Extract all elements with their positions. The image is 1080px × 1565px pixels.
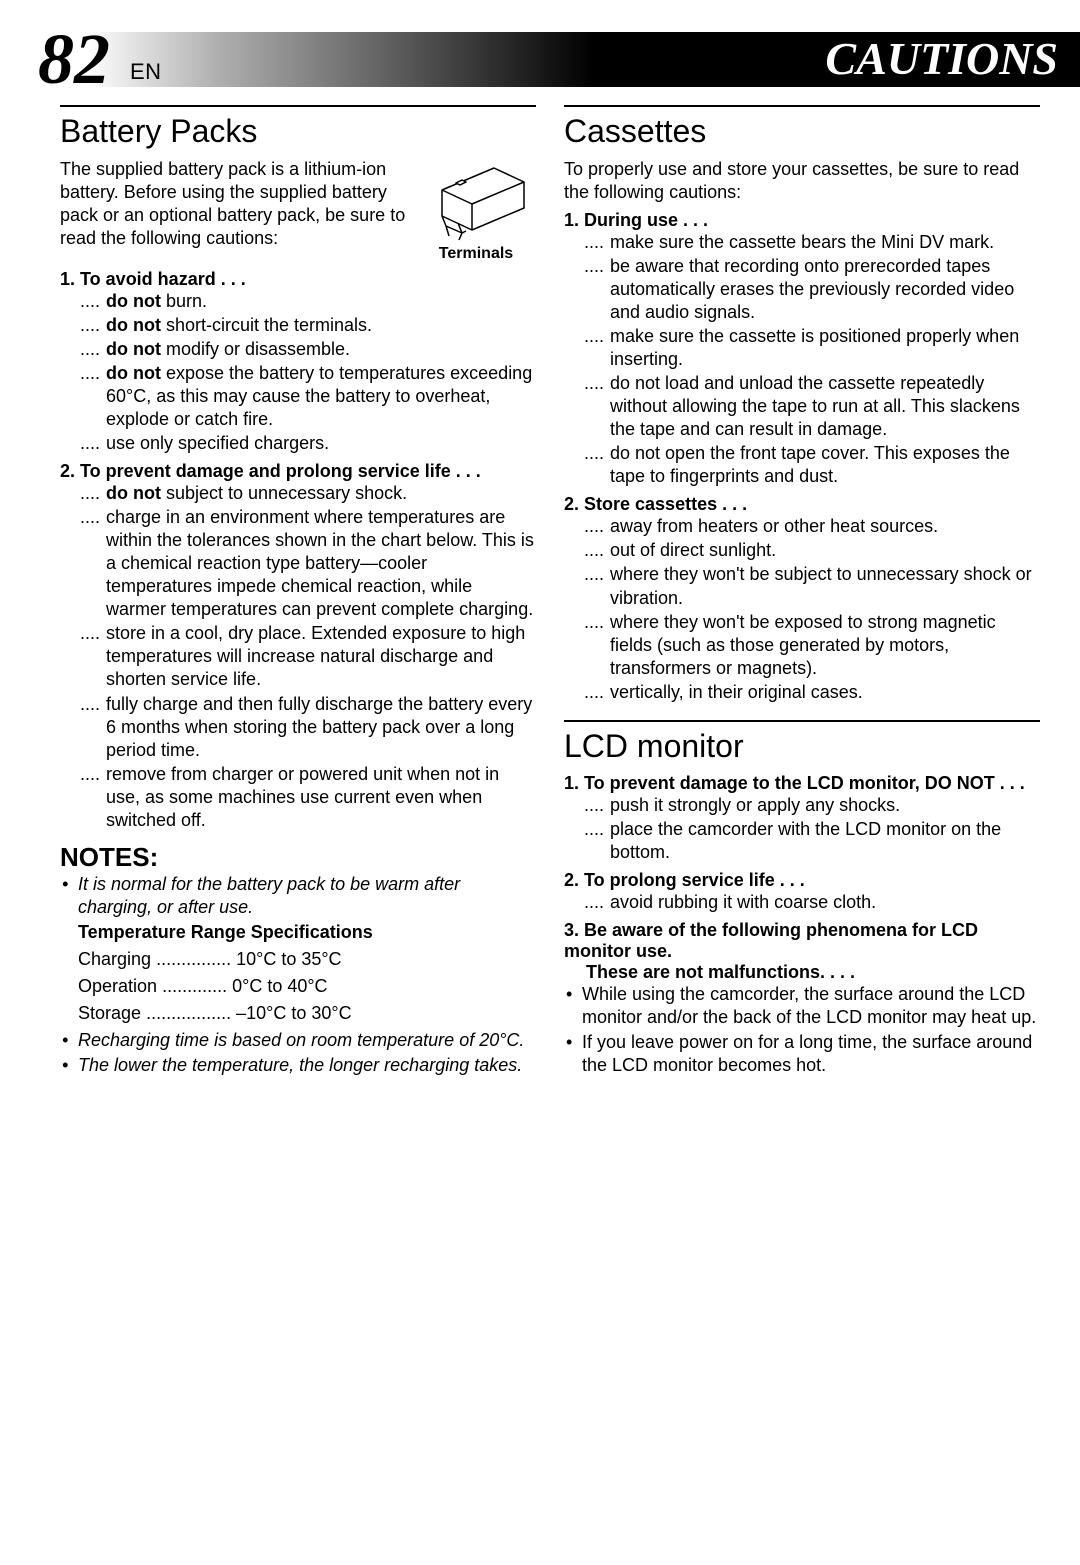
list-item: make sure the cassette is positioned pro… [586, 325, 1040, 371]
page-lang: EN [130, 59, 162, 85]
note-item: It is normal for the battery pack to be … [60, 873, 536, 919]
lcd-sec1-list: push it strongly or apply any shocks.pla… [586, 794, 1040, 864]
list-item: charge in an environment where temperatu… [82, 506, 536, 621]
battery-sec1-list: do not burn.do not short-circuit the ter… [82, 290, 536, 455]
temp-operation: Operation ............. 0°C to 40°C [78, 975, 536, 998]
list-item: do not subject to unnecessary shock. [82, 482, 536, 505]
right-column: Cassettes To properly use and store your… [564, 97, 1040, 1079]
list-item: do not open the front tape cover. This e… [586, 442, 1040, 488]
page-header: 82 EN CAUTIONS [0, 32, 1080, 87]
notes-heading: NOTES: [60, 842, 536, 873]
battery-caption: Terminals [439, 245, 513, 262]
notes-list: It is normal for the battery pack to be … [60, 873, 536, 919]
battery-figure: Terminals [416, 158, 536, 263]
list-item: push it strongly or apply any shocks. [586, 794, 1040, 817]
list-item: fully charge and then fully discharge th… [82, 693, 536, 762]
divider [60, 105, 536, 107]
list-item: use only specified chargers. [82, 432, 536, 455]
list-item: remove from charger or powered unit when… [82, 763, 536, 832]
header-title: CAUTIONS [825, 32, 1058, 85]
note-item: The lower the temperature, the longer re… [60, 1054, 536, 1077]
cassettes-sec2-title: 2. Store cassettes . . . [564, 494, 1040, 515]
list-item: do not short-circuit the terminals. [82, 314, 536, 337]
temp-charging: Charging ............... 10°C to 35°C [78, 948, 536, 971]
list-item: do not expose the battery to temperature… [82, 362, 536, 431]
notes-list-2: Recharging time is based on room tempera… [60, 1029, 536, 1077]
temp-spec: Temperature Range Specifications Chargin… [78, 921, 536, 1025]
list-item: While using the camcorder, the surface a… [564, 983, 1040, 1029]
lcd-sec3-sub: These are not malfunctions. . . . [586, 962, 1040, 983]
lcd-sec1-title: 1. To prevent damage to the LCD monitor,… [564, 773, 1040, 794]
cassettes-sec1-title: 1. During use . . . [564, 210, 1040, 231]
list-item: where they won't be exposed to strong ma… [586, 611, 1040, 680]
divider [564, 105, 1040, 107]
list-item: do not load and unload the cassette repe… [586, 372, 1040, 441]
list-item: do not modify or disassemble. [82, 338, 536, 361]
lcd-heading: LCD monitor [564, 728, 1040, 765]
battery-heading: Battery Packs [60, 113, 536, 150]
lcd-sec2-list: avoid rubbing it with coarse cloth. [586, 891, 1040, 914]
list-item: store in a cool, dry place. Extended exp… [82, 622, 536, 691]
page-number: 82 [38, 23, 110, 95]
cassettes-sec1-list: make sure the cassette bears the Mini DV… [586, 231, 1040, 488]
list-item: place the camcorder with the LCD monitor… [586, 818, 1040, 864]
list-item: do not burn. [82, 290, 536, 313]
list-item: away from heaters or other heat sources. [586, 515, 1040, 538]
list-item: avoid rubbing it with coarse cloth. [586, 891, 1040, 914]
list-item: make sure the cassette bears the Mini DV… [586, 231, 1040, 254]
battery-sec2-list: do not subject to unnecessary shock.char… [82, 482, 536, 831]
temp-title: Temperature Range Specifications [78, 922, 373, 942]
battery-icon [424, 158, 529, 243]
list-item: where they won't be subject to unnecessa… [586, 563, 1040, 609]
cassettes-heading: Cassettes [564, 113, 1040, 150]
left-column: Battery Packs The supplied battery pack … [60, 97, 536, 1079]
cassettes-intro: To properly use and store your cassettes… [564, 158, 1040, 204]
lcd-sec3-title: 3. Be aware of the following phenomena f… [564, 920, 1040, 962]
divider [564, 720, 1040, 722]
battery-sec2-title: 2. To prevent damage and prolong service… [60, 461, 536, 482]
list-item: vertically, in their original cases. [586, 681, 1040, 704]
temp-storage: Storage ................. –10°C to 30°C [78, 1002, 536, 1025]
list-item: If you leave power on for a long time, t… [564, 1031, 1040, 1077]
list-item: out of direct sunlight. [586, 539, 1040, 562]
note-item: Recharging time is based on room tempera… [60, 1029, 536, 1052]
battery-intro: The supplied battery pack is a lithium-i… [60, 158, 416, 250]
cassettes-sec2-list: away from heaters or other heat sources.… [586, 515, 1040, 703]
lcd-sec3-bullets: While using the camcorder, the surface a… [564, 983, 1040, 1077]
lcd-sec2-title: 2. To prolong service life . . . [564, 870, 1040, 891]
list-item: be aware that recording onto prerecorded… [586, 255, 1040, 324]
battery-sec1-title: 1. To avoid hazard . . . [60, 269, 536, 290]
